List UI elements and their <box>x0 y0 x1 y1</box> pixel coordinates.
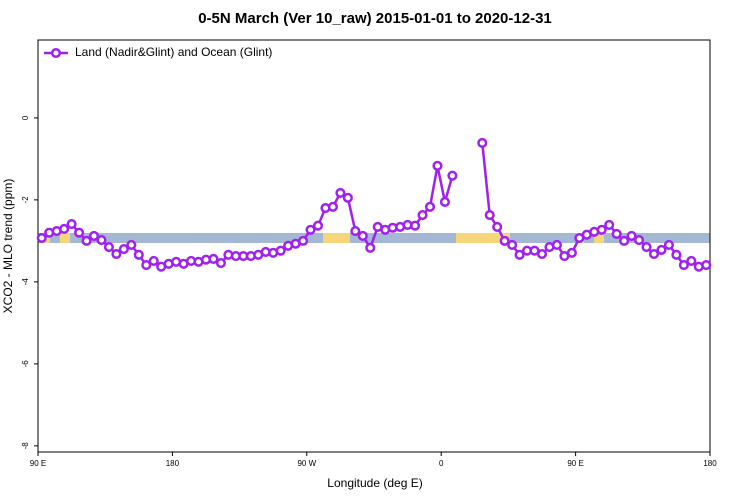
data-point <box>499 235 510 246</box>
data-point <box>103 241 114 253</box>
data-point <box>133 249 144 260</box>
data-point <box>447 170 458 181</box>
data-point <box>410 220 421 231</box>
data-point <box>36 232 47 244</box>
data-point <box>648 248 660 260</box>
data-point <box>596 224 607 235</box>
land-band <box>456 233 510 243</box>
data-point <box>74 227 85 238</box>
land-band <box>60 233 70 243</box>
x-tick-label: 90 E <box>30 459 46 468</box>
x-tick-label: 180 <box>166 459 180 468</box>
y-tick-label: -6 <box>21 360 30 368</box>
data-point <box>88 230 100 242</box>
data-point <box>619 235 630 246</box>
data-point <box>357 230 368 242</box>
x-tick-label: 90 E <box>567 459 583 468</box>
data-point <box>298 235 309 246</box>
data-point <box>641 241 652 253</box>
data-point <box>208 253 219 264</box>
data-point <box>678 260 689 271</box>
data-point <box>327 201 338 212</box>
y-tick-label: -8 <box>21 442 30 450</box>
data-point <box>492 221 503 232</box>
legend-label: Land (Nadir&Glint) and Ocean (Glint) <box>75 45 272 59</box>
data-point <box>350 225 361 237</box>
data-point <box>342 192 353 203</box>
data-point <box>507 239 518 251</box>
data-point <box>611 228 622 239</box>
land-band <box>594 233 604 243</box>
data-point <box>365 242 376 253</box>
land-band <box>323 233 350 243</box>
y-tick-label: 0 <box>21 115 30 120</box>
data-point <box>141 260 152 271</box>
data-point <box>439 196 450 207</box>
y-tick-label: -4 <box>21 278 30 286</box>
x-tick-label: 180 <box>703 459 717 468</box>
data-point <box>424 201 436 212</box>
data-point <box>536 248 548 260</box>
data-point <box>634 235 645 246</box>
data-point <box>477 137 488 148</box>
data-point <box>126 239 137 251</box>
data-point <box>148 255 159 267</box>
data-point <box>484 209 495 221</box>
data-point <box>626 230 637 242</box>
data-point <box>566 247 577 258</box>
plot-frame <box>37 39 711 453</box>
data-point <box>417 209 428 221</box>
y-tick-label: -2 <box>21 196 30 204</box>
data-point <box>111 248 122 260</box>
chart-title: 0-5N March (Ver 10_raw) 2015-01-01 to 20… <box>198 10 552 27</box>
data-point <box>59 223 70 235</box>
data-point <box>663 239 674 251</box>
legend-marker <box>50 47 62 59</box>
data-point <box>335 187 346 198</box>
data-point <box>305 224 316 235</box>
data-point <box>551 239 562 251</box>
data-point <box>312 220 324 231</box>
data-point <box>66 219 77 230</box>
data-point <box>701 260 712 271</box>
data-point <box>686 255 697 267</box>
data-point <box>215 257 226 269</box>
data-point <box>275 245 286 256</box>
data-point <box>96 235 107 246</box>
y-axis-label: XCO2 - MLO trend (ppm) <box>1 179 15 314</box>
x-axis-label: Longitude (deg E) <box>327 476 422 490</box>
data-point <box>514 249 525 260</box>
data-point <box>81 235 92 246</box>
x-tick-label: 0 <box>439 459 444 468</box>
data-point <box>118 244 129 255</box>
data-point <box>671 249 682 260</box>
data-point <box>432 160 443 171</box>
data-point <box>656 244 667 255</box>
x-tick-label: 90 W <box>297 459 316 468</box>
data-point <box>604 219 615 230</box>
